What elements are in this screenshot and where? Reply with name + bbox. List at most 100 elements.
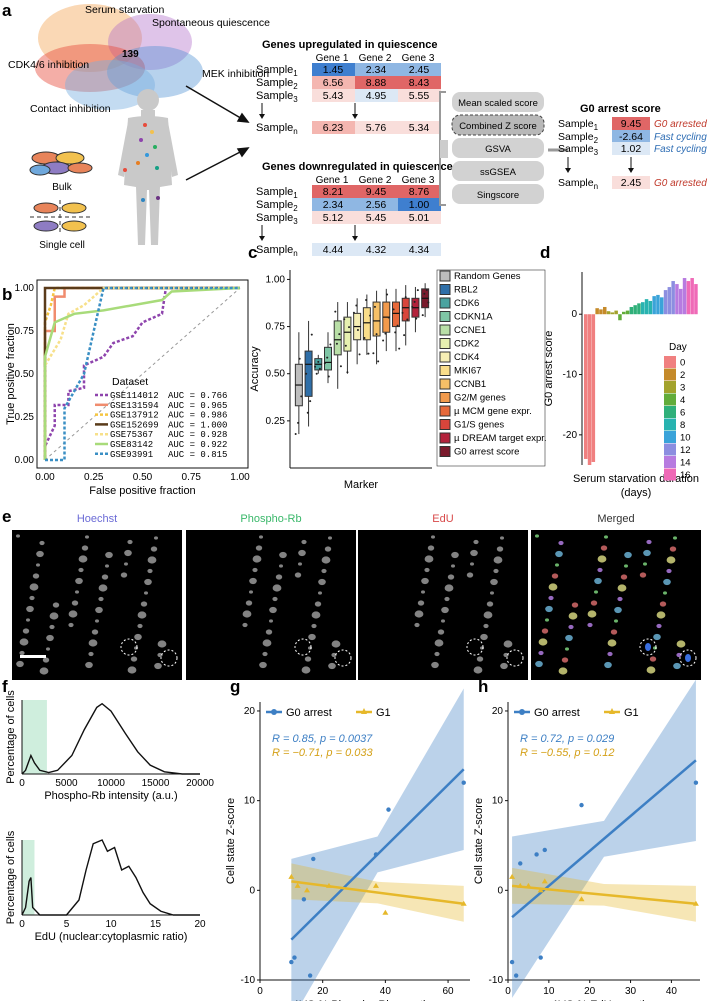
bars-legend-swatch — [664, 356, 676, 368]
cell-nucleus — [555, 550, 563, 558]
cell-nucleus — [568, 624, 574, 630]
cell-nucleus — [610, 629, 618, 635]
box-point — [398, 347, 401, 350]
panel-a: Serum starvation Spontaneous quiescence … — [8, 4, 707, 258]
flow-arrows — [185, 85, 250, 181]
method-button[interactable] — [451, 114, 545, 136]
box-legend-label: RBL2 — [454, 285, 478, 296]
roc-legend-name: GSE114012 — [110, 391, 159, 401]
down-cell-bg — [355, 243, 398, 256]
cell-nucleus — [26, 618, 30, 622]
g0-score-value: -2.64 — [619, 131, 643, 143]
bar-mark — [603, 306, 607, 315]
g-scatter-x-tick: 60 — [442, 986, 454, 997]
cell-nucleus — [252, 555, 262, 563]
roc-curve — [43, 286, 241, 460]
cell-nucleus — [500, 662, 508, 670]
venn-contact-label: Contact inhibition — [30, 103, 111, 115]
method-button[interactable] — [452, 92, 544, 112]
roc-legend-auc: AUC = 0.815 — [168, 450, 227, 460]
cell-nucleus — [105, 551, 113, 559]
box-point — [384, 332, 387, 335]
cell-nucleus — [331, 652, 337, 658]
cell-nucleus — [301, 666, 311, 674]
cell-nucleus — [91, 629, 99, 635]
box-legend-swatch — [439, 297, 451, 309]
box-y-tick: 0.75 — [266, 322, 286, 333]
edu-histogram-x-tick: 20 — [194, 919, 206, 930]
g0-score-value: 1.02 — [621, 143, 642, 155]
bars-legend-label: 2 — [680, 370, 685, 381]
box-legend-label: CDKN1A — [454, 312, 493, 323]
bars-legend-label: 12 — [680, 445, 691, 456]
roc-legend-title: Dataset — [112, 376, 148, 388]
method-button[interactable] — [452, 161, 544, 181]
panel-f-histograms: 0 5000 10000 15000 20000 Phospho-Rb intensity… — [5, 690, 214, 943]
box-legend-swatch — [439, 446, 451, 457]
down-cell-bg — [398, 211, 441, 224]
roc-legend-name: GSE75367 — [110, 430, 153, 440]
cell-nucleus — [565, 647, 569, 651]
panel-label-d: d — [540, 243, 550, 262]
method-button[interactable] — [452, 184, 544, 204]
cell-nucleus — [137, 623, 143, 629]
cell-nucleus — [444, 584, 454, 592]
g-scatter-point — [288, 873, 295, 879]
box-legend-swatch — [439, 351, 451, 363]
g0-sample-label-prefix: Sample — [558, 118, 594, 130]
cell-nucleus — [16, 534, 20, 538]
box-x-label: Marker — [344, 479, 379, 491]
cell-nucleus — [88, 639, 98, 647]
g0-cell-bg — [612, 176, 650, 189]
up-sample-label-sub: n — [293, 127, 297, 136]
up-sample-label: Samplen — [256, 122, 298, 136]
roc-legend-name: GSE93991 — [110, 450, 153, 460]
g0-sample-label: Sample3 — [558, 143, 599, 157]
cell-nucleus — [314, 601, 322, 607]
box-point — [367, 352, 370, 355]
bar-mark — [599, 309, 603, 315]
box-point — [297, 421, 300, 424]
down-cell: 4.32 — [366, 244, 387, 256]
cell-nucleus — [535, 534, 539, 538]
down-sample-label-sub: 1 — [293, 191, 298, 200]
venn-contact-ellipse — [65, 60, 155, 110]
cell-nucleus — [29, 595, 35, 601]
up-cell-bg — [312, 121, 355, 134]
phospho-rb-histogram-y-label: Percentage of cells — [5, 690, 17, 784]
box-y-tick: 1.00 — [266, 274, 286, 285]
box-point — [327, 375, 330, 378]
bar-mark — [652, 296, 656, 315]
up-cell: 8.43 — [409, 77, 430, 89]
cell-nucleus — [85, 535, 89, 539]
h-scatter-x-label: AVG % EdU negative — [552, 999, 656, 1001]
h-scatter-point — [692, 900, 699, 906]
g0-sample-label-prefix: Sample — [558, 177, 594, 189]
panel-label-b: b — [2, 285, 12, 304]
down-cell-bg — [355, 211, 398, 224]
cell-nucleus — [328, 662, 336, 670]
cell-nucleus — [324, 546, 332, 552]
g-scatter-point — [460, 900, 467, 906]
cell-nucleus — [673, 662, 681, 670]
up-cell-bg — [398, 76, 441, 89]
h-scatter-point — [693, 780, 699, 785]
bar-mark — [629, 306, 634, 315]
cell-nucleus — [275, 574, 283, 580]
up-cell-bg — [312, 76, 355, 89]
cell-nucleus — [101, 574, 109, 580]
phospho-rb-histogram-x-tick: 15000 — [142, 778, 170, 789]
method-button[interactable] — [452, 138, 544, 158]
box-point — [421, 314, 424, 317]
box-legend-label: CCNB1 — [454, 379, 486, 390]
down-cell-bg — [398, 243, 441, 256]
bar-mark — [625, 310, 630, 315]
single-cell-icon — [30, 200, 90, 234]
cell-nucleus — [486, 601, 494, 607]
cell-nucleus — [130, 656, 138, 662]
g-scatter-legend-marker — [271, 709, 277, 715]
up-ellipsis-arrowhead — [259, 114, 265, 119]
up-ellipsis-arrowhead — [352, 114, 358, 119]
bars-y-tick: 0 — [571, 309, 577, 320]
bars-legend-label: 0 — [680, 358, 685, 369]
